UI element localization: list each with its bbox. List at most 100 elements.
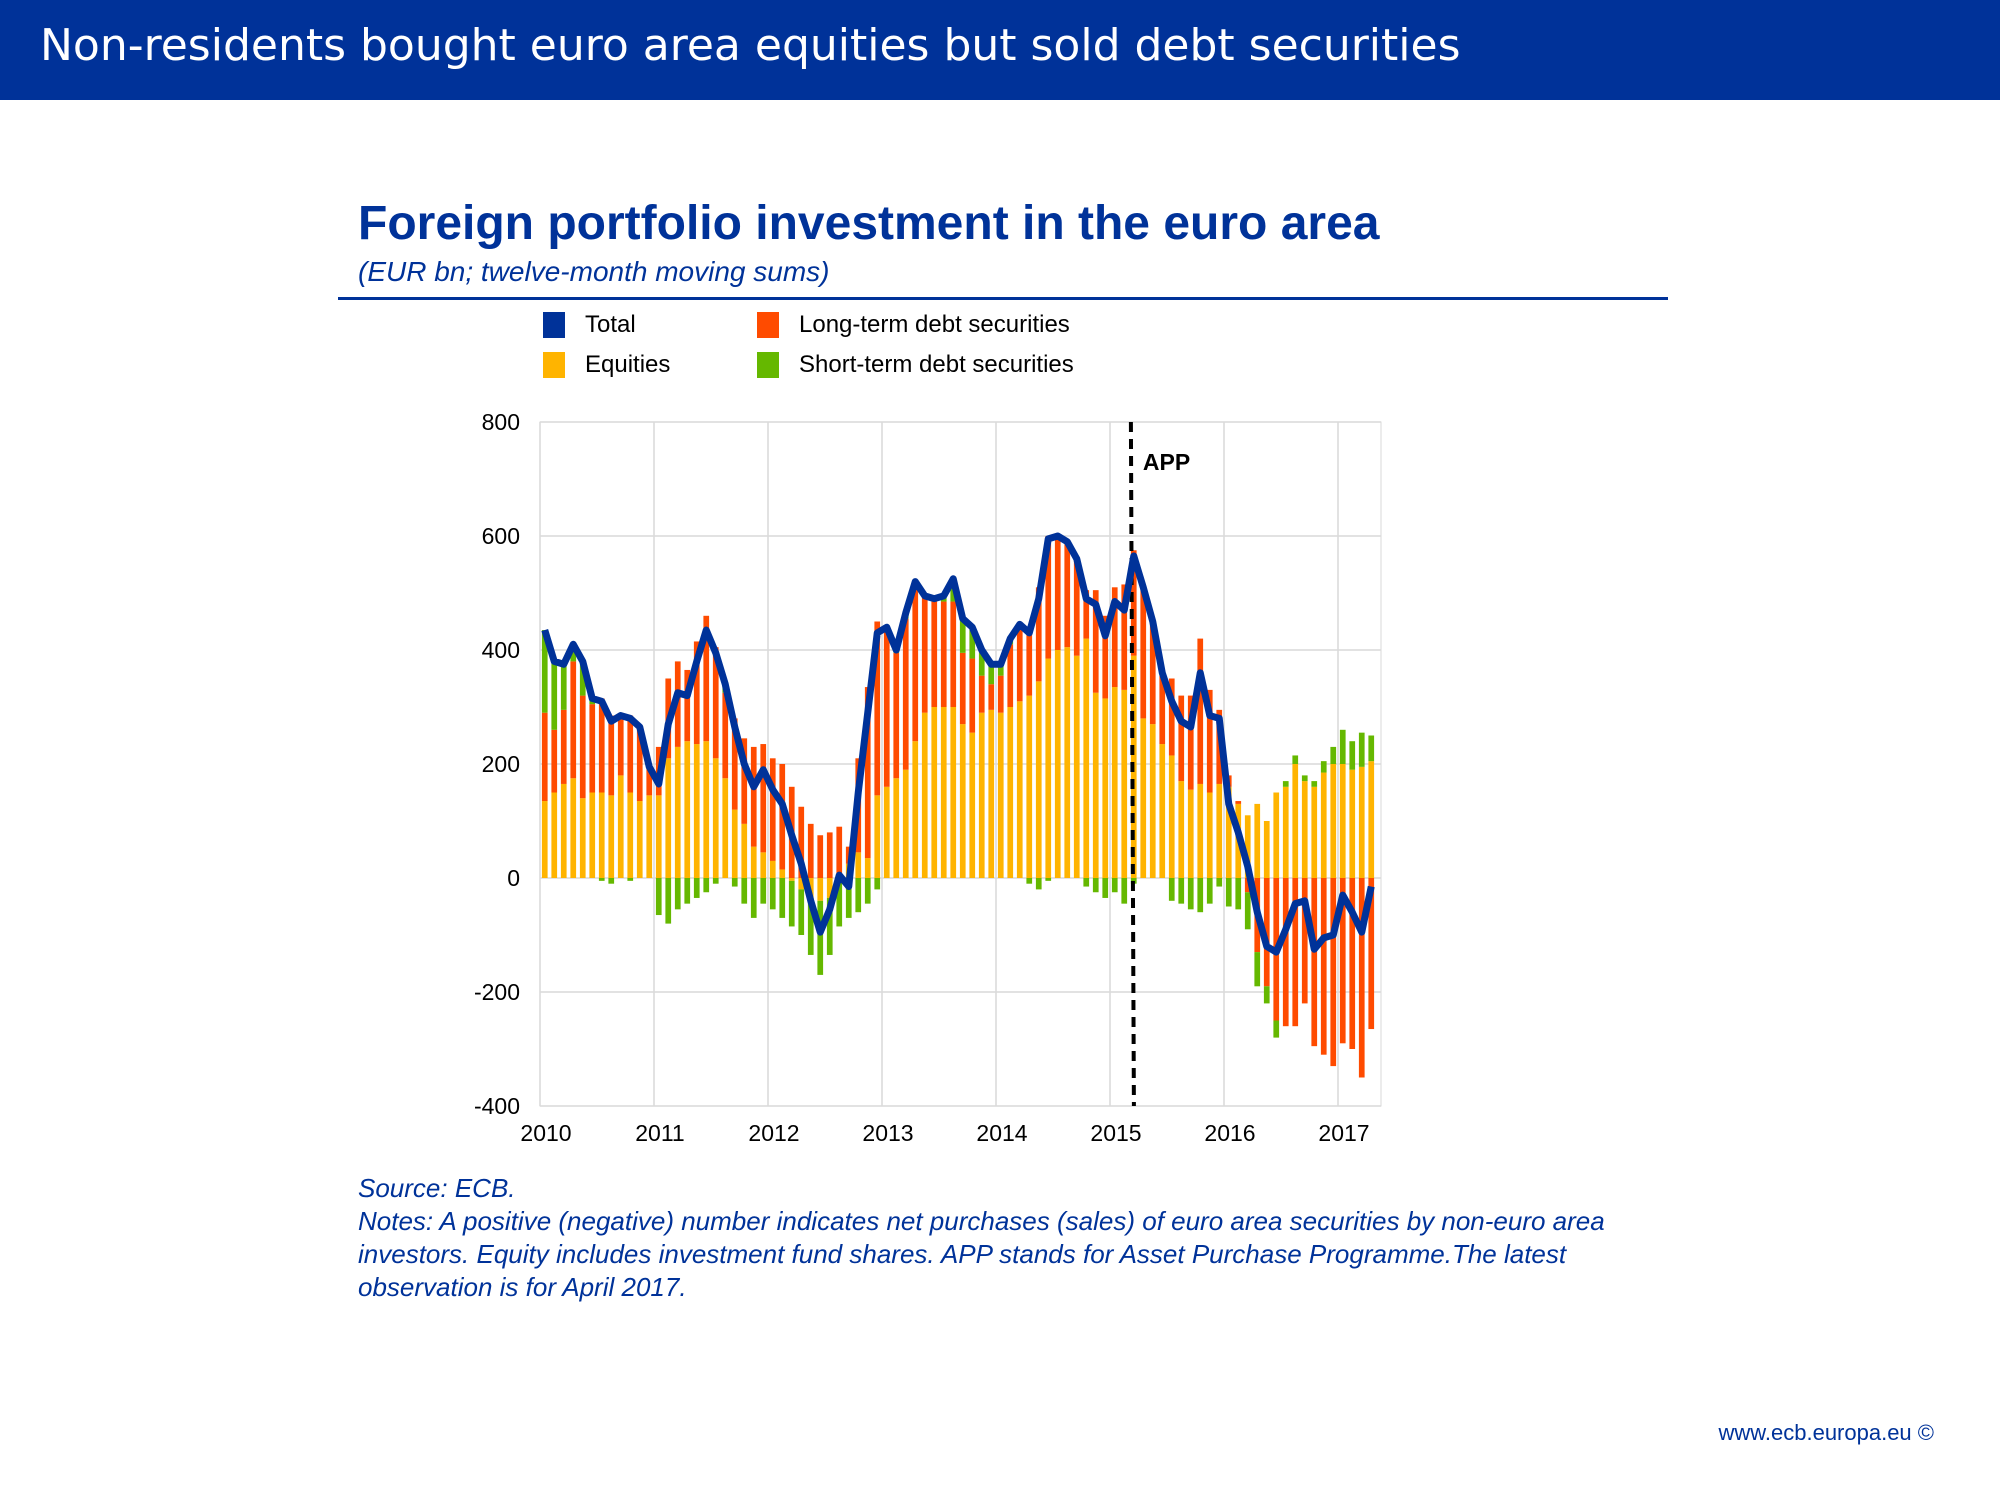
bar-long-term-debt-securities bbox=[1054, 536, 1061, 650]
legend-total: Total bbox=[543, 311, 636, 339]
bar-short-term-debt-securities bbox=[1349, 741, 1356, 770]
bar-short-term-debt-securities bbox=[1273, 1020, 1280, 1038]
bar-equities bbox=[779, 869, 786, 878]
bar-long-term-debt-securities bbox=[769, 758, 776, 861]
bar-long-term-debt-securities bbox=[684, 669, 691, 742]
bar-short-term-debt-securities bbox=[1244, 892, 1251, 930]
bar-short-term-debt-securities bbox=[1197, 878, 1204, 913]
bar-short-term-debt-securities bbox=[1282, 781, 1289, 787]
bar-equities bbox=[1035, 681, 1042, 878]
y-tick-label: 600 bbox=[482, 523, 520, 549]
bar-short-term-debt-securities bbox=[1368, 735, 1375, 762]
bar-long-term-debt-securities bbox=[1330, 878, 1337, 1067]
bar-equities bbox=[684, 741, 691, 878]
bar-long-term-debt-securities bbox=[1358, 878, 1365, 1078]
bar-equities bbox=[1178, 781, 1185, 878]
bar-long-term-debt-securities bbox=[627, 715, 634, 793]
bar-short-term-debt-securities bbox=[836, 878, 843, 927]
x-tick-label: 2013 bbox=[862, 1120, 913, 1146]
bar-long-term-debt-securities bbox=[712, 647, 719, 759]
bar-equities bbox=[693, 744, 700, 878]
bar-long-term-debt-securities bbox=[978, 675, 985, 713]
bar-long-term-debt-securities bbox=[1339, 878, 1346, 1044]
bar-long-term-debt-securities bbox=[1292, 878, 1299, 1027]
bar-equities bbox=[931, 707, 938, 878]
bar-equities bbox=[997, 712, 1004, 878]
bar-equities bbox=[760, 852, 767, 878]
bar-equities bbox=[646, 795, 653, 878]
bar-short-term-debt-securities bbox=[541, 630, 548, 713]
bar-short-term-debt-securities bbox=[807, 897, 814, 955]
bar-short-term-debt-securities bbox=[674, 878, 681, 910]
bar-short-term-debt-securities bbox=[1045, 878, 1052, 881]
bar-equities bbox=[579, 798, 586, 878]
legend-swatch-short-term bbox=[757, 352, 779, 378]
bar-short-term-debt-securities bbox=[750, 878, 757, 918]
bar-short-term-debt-securities bbox=[1168, 878, 1175, 901]
bar-short-term-debt-securities bbox=[826, 897, 833, 955]
legend-swatch-total bbox=[543, 312, 565, 338]
bar-long-term-debt-securities bbox=[959, 652, 966, 725]
bar-short-term-debt-securities bbox=[1263, 986, 1270, 1004]
y-tick-label: -200 bbox=[474, 979, 520, 1005]
bar-short-term-debt-securities bbox=[1254, 952, 1261, 987]
bar-short-term-debt-securities bbox=[1216, 878, 1223, 887]
bar-equities bbox=[1206, 792, 1213, 878]
bar-short-term-debt-securities bbox=[655, 878, 662, 916]
bar-equities bbox=[1197, 783, 1204, 878]
bar-long-term-debt-securities bbox=[1140, 587, 1147, 719]
bar-short-term-debt-securities bbox=[598, 878, 605, 881]
bar-long-term-debt-securities bbox=[1244, 878, 1251, 893]
bar-equities bbox=[1301, 781, 1308, 878]
bar-short-term-debt-securities bbox=[855, 878, 862, 913]
app-marker-line bbox=[1128, 421, 1136, 1107]
bar-equities bbox=[1149, 724, 1156, 878]
bar-short-term-debt-securities bbox=[1102, 878, 1109, 898]
x-tick-label: 2016 bbox=[1204, 1120, 1255, 1146]
bar-long-term-debt-securities bbox=[1121, 584, 1128, 690]
slide-title: Non-residents bought euro area equities … bbox=[40, 20, 1461, 71]
bar-long-term-debt-securities bbox=[902, 618, 909, 770]
bar-equities bbox=[636, 801, 643, 878]
bar-short-term-debt-securities bbox=[579, 661, 586, 696]
x-tick-label: 2010 bbox=[520, 1120, 571, 1146]
bar-long-term-debt-securities bbox=[826, 832, 833, 878]
bar-long-term-debt-securities bbox=[807, 823, 814, 878]
bar-short-term-debt-securities bbox=[1320, 761, 1327, 773]
bar-short-term-debt-securities bbox=[874, 878, 881, 890]
bar-equities bbox=[1292, 764, 1299, 878]
bar-equities bbox=[1045, 658, 1052, 878]
bar-equities bbox=[1140, 718, 1147, 878]
bar-short-term-debt-securities bbox=[1358, 732, 1365, 767]
bar-long-term-debt-securities bbox=[1311, 878, 1318, 1047]
bar-short-term-debt-securities bbox=[769, 878, 776, 910]
bar-short-term-debt-securities bbox=[560, 664, 567, 710]
footer-url: www.ecb.europa.eu © bbox=[1718, 1420, 1934, 1445]
bar-long-term-debt-securities bbox=[570, 661, 577, 779]
bar-equities bbox=[722, 778, 729, 878]
bar-short-term-debt-securities bbox=[665, 878, 672, 924]
bar-equities bbox=[1102, 698, 1109, 878]
bar-equities bbox=[1007, 707, 1014, 878]
bar-equities bbox=[817, 878, 824, 901]
bar-equities bbox=[589, 792, 596, 878]
bar-long-term-debt-securities bbox=[1320, 878, 1327, 1055]
bar-equities bbox=[712, 758, 719, 878]
bar-long-term-debt-securities bbox=[969, 658, 976, 733]
bar-equities bbox=[883, 786, 890, 878]
bar-equities bbox=[1016, 701, 1023, 878]
bar-equities bbox=[570, 778, 577, 878]
bar-equities bbox=[1273, 792, 1280, 878]
bar-long-term-debt-securities bbox=[589, 704, 596, 793]
bar-equities bbox=[902, 769, 909, 878]
bar-equities bbox=[921, 712, 928, 878]
bar-equities bbox=[627, 792, 634, 878]
bar-equities bbox=[1282, 786, 1289, 878]
bar-short-term-debt-securities bbox=[978, 650, 985, 676]
bar-short-term-debt-securities bbox=[1178, 878, 1185, 904]
bar-short-term-debt-securities bbox=[1187, 878, 1194, 910]
bar-equities bbox=[560, 783, 567, 878]
chart-subtitle: (EUR bn; twelve-month moving sums) bbox=[358, 256, 830, 287]
bar-equities bbox=[741, 823, 748, 878]
bar-long-term-debt-securities bbox=[779, 764, 786, 870]
